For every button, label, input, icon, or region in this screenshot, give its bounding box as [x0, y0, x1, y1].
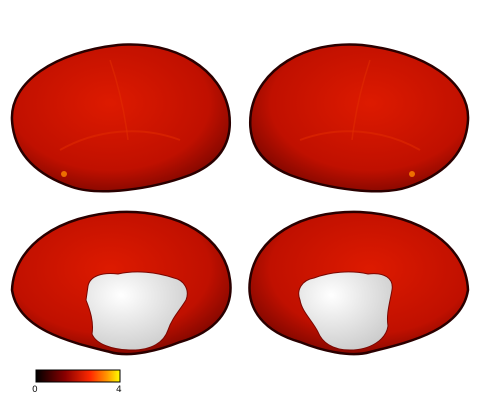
left-lateral-sulcus [59, 130, 181, 151]
right-lateral-sulcus [299, 130, 421, 151]
colorbar-gradient [35, 369, 121, 383]
left-lateral-view [10, 43, 231, 193]
left-lateral-gyrus-line [109, 59, 129, 141]
colorbar-max-label: 4 [116, 385, 122, 395]
left-medial-wall [85, 271, 188, 351]
right-medial-wall [298, 271, 393, 351]
right-lateral-hotspot [409, 171, 415, 177]
left-lateral-surface [10, 43, 231, 193]
colorbar [35, 369, 121, 383]
right-lateral-gyrus-line [351, 59, 371, 141]
right-lateral-surface [249, 43, 470, 193]
colorbar-min-label: 0 [32, 385, 38, 395]
right-lateral-view [249, 43, 470, 193]
right-medial-view [248, 210, 470, 356]
left-medial-view [10, 210, 232, 356]
left-lateral-hotspot [61, 171, 67, 177]
